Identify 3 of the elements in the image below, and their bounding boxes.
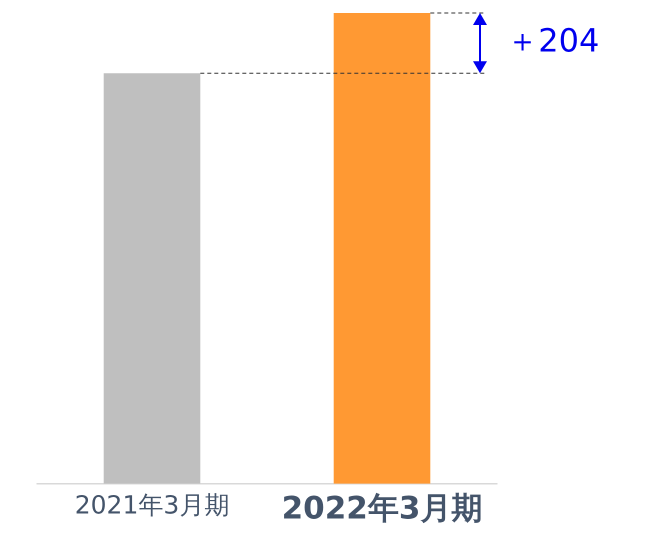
x-tick-label: 2022年3月期: [282, 490, 482, 526]
text: ＋204: [506, 21, 600, 60]
x-tick-label: 2021年3月期: [74, 490, 230, 520]
